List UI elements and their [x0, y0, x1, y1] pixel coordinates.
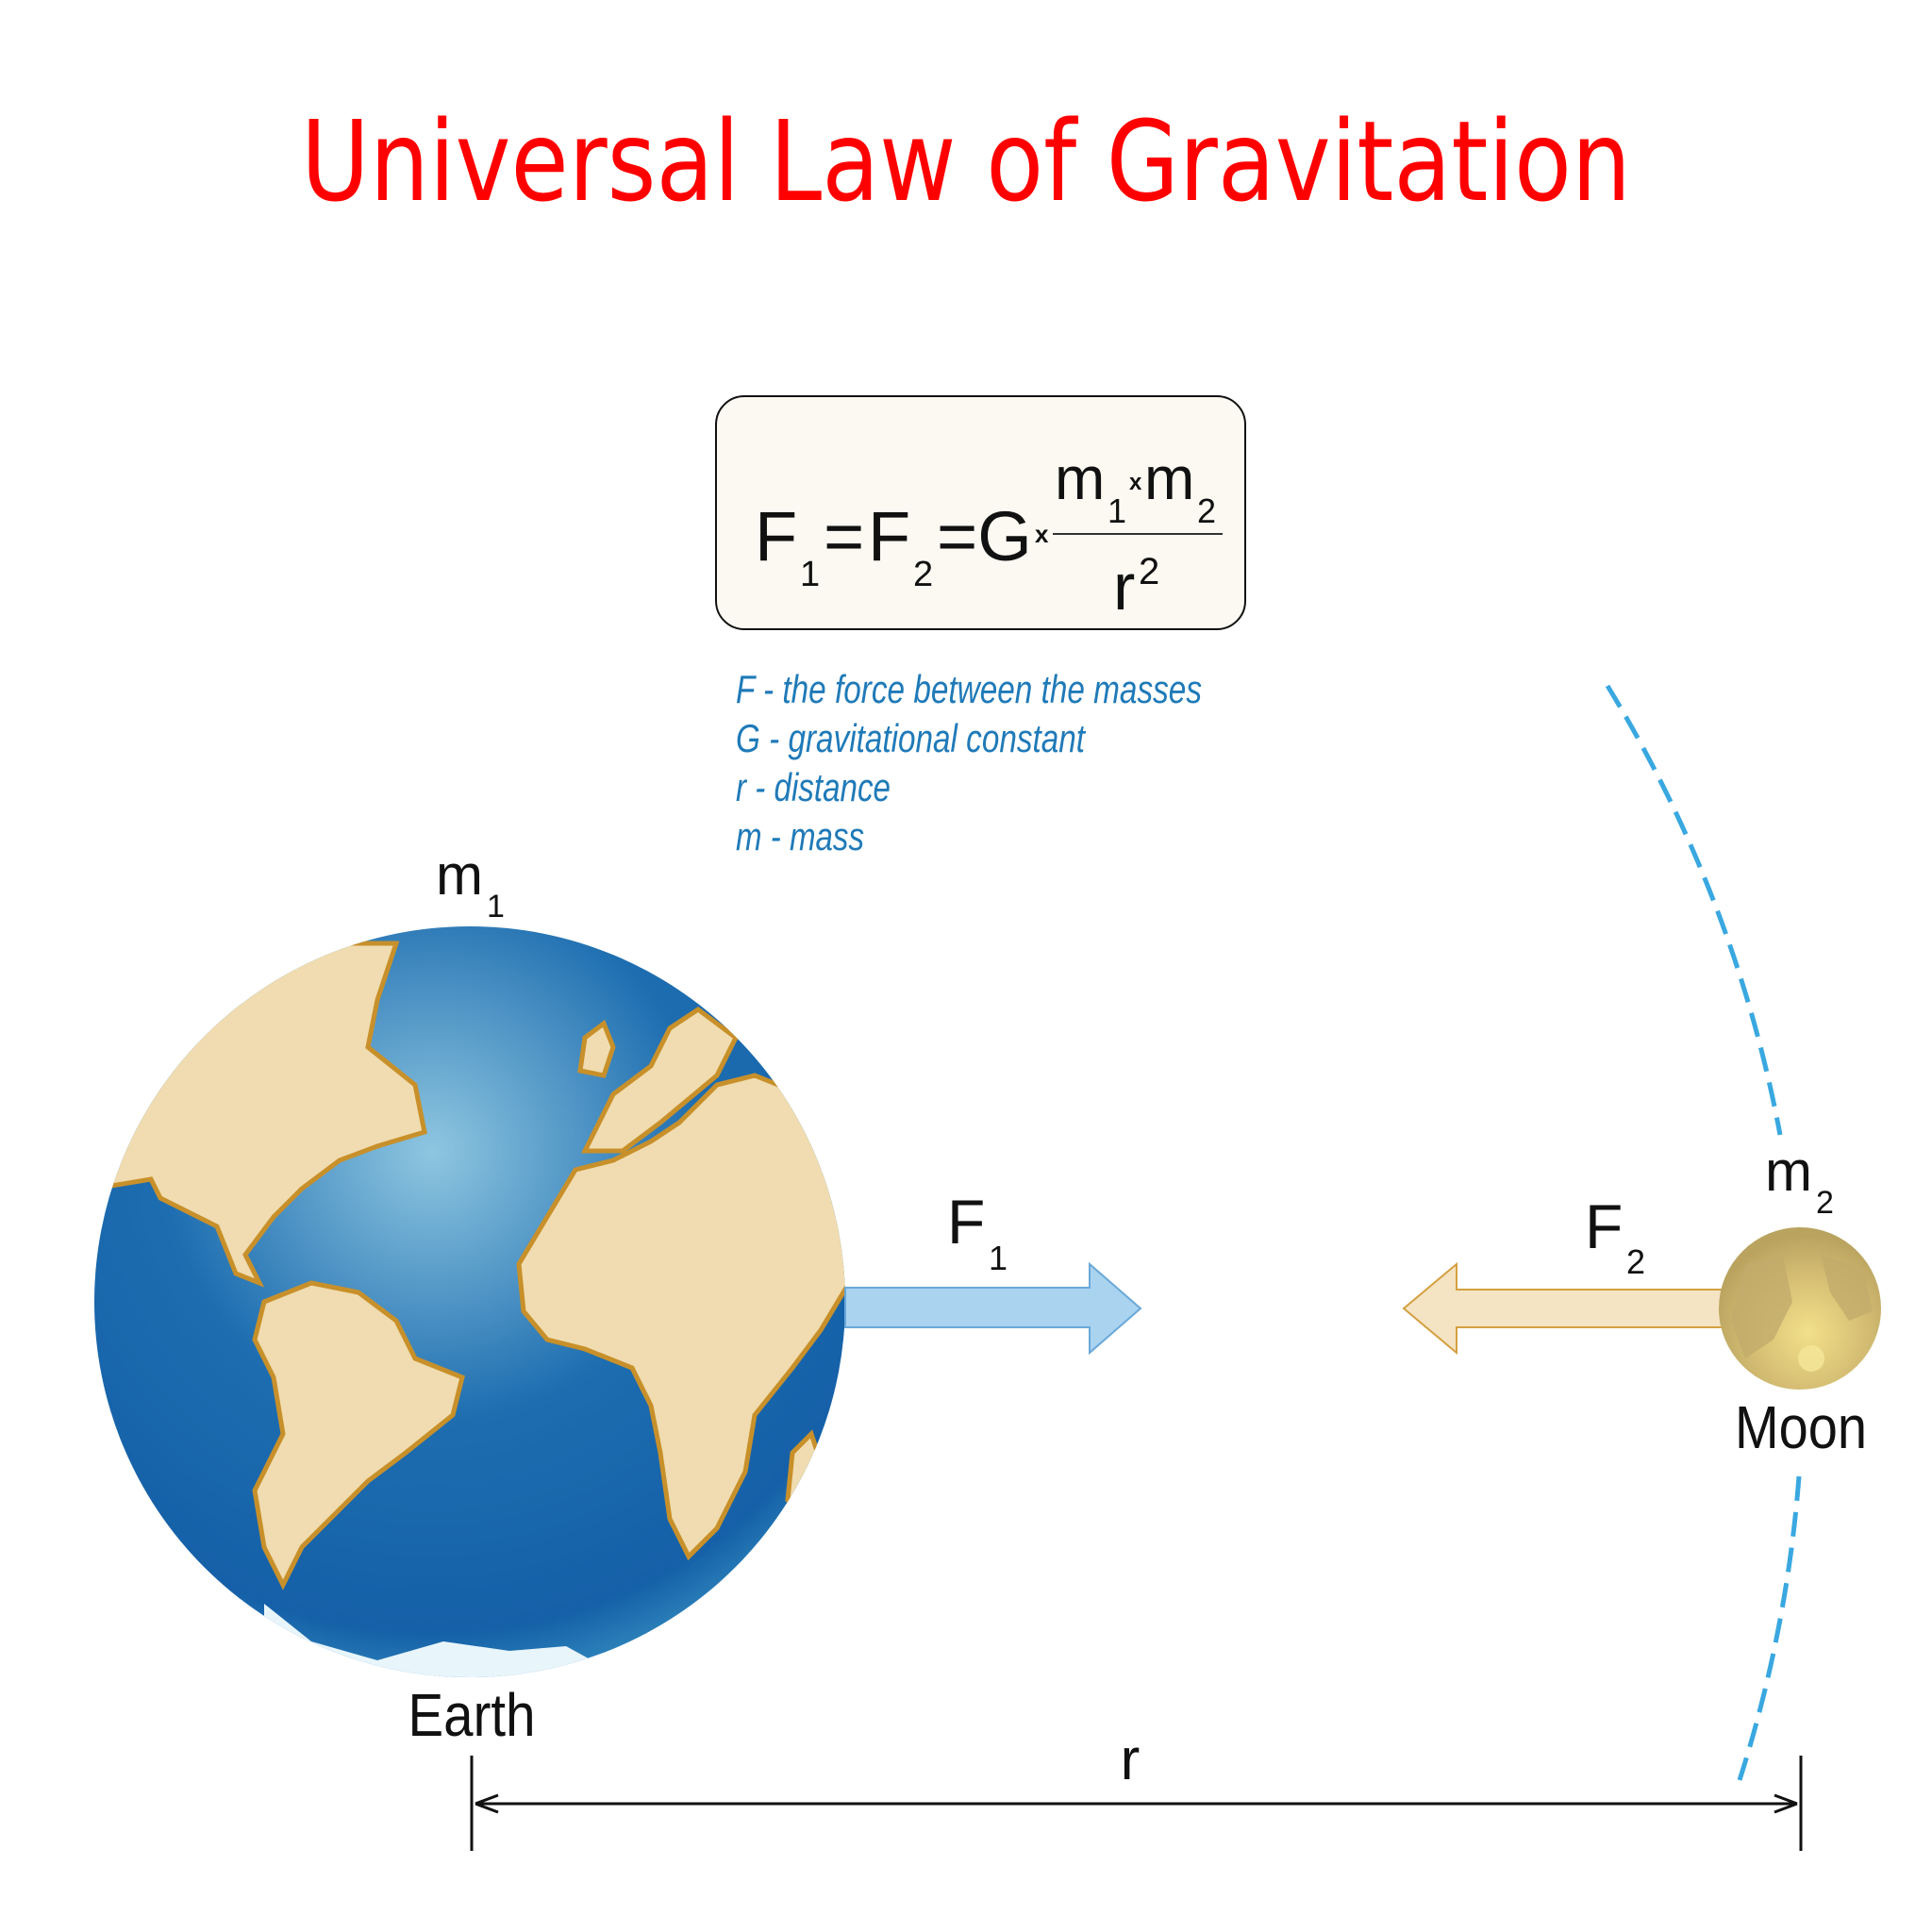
f2-subscript: 2	[1626, 1242, 1645, 1281]
earth-globe	[94, 926, 845, 1677]
legend: F - the force between the masses G - gra…	[736, 667, 1202, 858]
f1-label: F	[947, 1187, 985, 1257]
page-title: Universal Law of Gravitation	[301, 96, 1631, 226]
formula-equals: =	[824, 497, 864, 575]
legend-item-distance: r - distance	[736, 765, 891, 809]
f1-subscript: 1	[989, 1239, 1008, 1277]
formula-r: r	[1113, 550, 1135, 624]
formula-f1: F	[755, 497, 797, 575]
formula-m2: m	[1144, 444, 1194, 512]
formula-equals-g: =G	[937, 497, 1032, 575]
earth-label: Earth	[408, 1681, 536, 1749]
legend-item-constant: G - gravitational constant	[736, 716, 1087, 760]
formula-f2-subscript: 2	[913, 555, 933, 594]
orbit-arc-upper	[1605, 684, 1783, 1136]
f2-label: F	[1585, 1191, 1623, 1261]
dimension-arrowhead-left	[475, 1793, 499, 1814]
formula-box: F 1 = F 2 =G x m 1 x m 2 r 2	[715, 395, 1246, 630]
formula-f2: F	[868, 497, 910, 575]
formula-m2-subscript: 2	[1197, 491, 1216, 530]
moon-globe	[1719, 1227, 1881, 1390]
earth-mass-label: m	[436, 843, 483, 907]
moon-label: Moon	[1735, 1393, 1867, 1461]
force-arrow-f1	[844, 1261, 1142, 1356]
moon-mass-label: m	[1765, 1140, 1812, 1203]
distance-label: r	[1121, 1727, 1141, 1792]
formula-times: x	[1035, 520, 1049, 548]
moon-mass-subscript: 2	[1816, 1185, 1834, 1221]
legend-item-mass: m - mass	[736, 814, 864, 858]
earth-mass-subscript: 1	[487, 889, 505, 924]
moon-orbit	[1605, 684, 1802, 1781]
distance-dimension	[470, 1756, 1803, 1851]
force-arrow-f2	[1402, 1261, 1725, 1356]
formula-m1: m	[1055, 444, 1105, 512]
formula-f1-subscript: 1	[800, 555, 820, 594]
formula-r-squared: 2	[1139, 551, 1159, 592]
legend-item-force: F - the force between the masses	[736, 667, 1202, 711]
orbit-arc-lower	[1737, 1475, 1802, 1781]
formula-m1-subscript: 1	[1108, 491, 1126, 530]
dimension-arrowhead-right	[1774, 1793, 1798, 1814]
formula-box-frame	[715, 395, 1246, 630]
formula-times-2: x	[1129, 470, 1142, 495]
